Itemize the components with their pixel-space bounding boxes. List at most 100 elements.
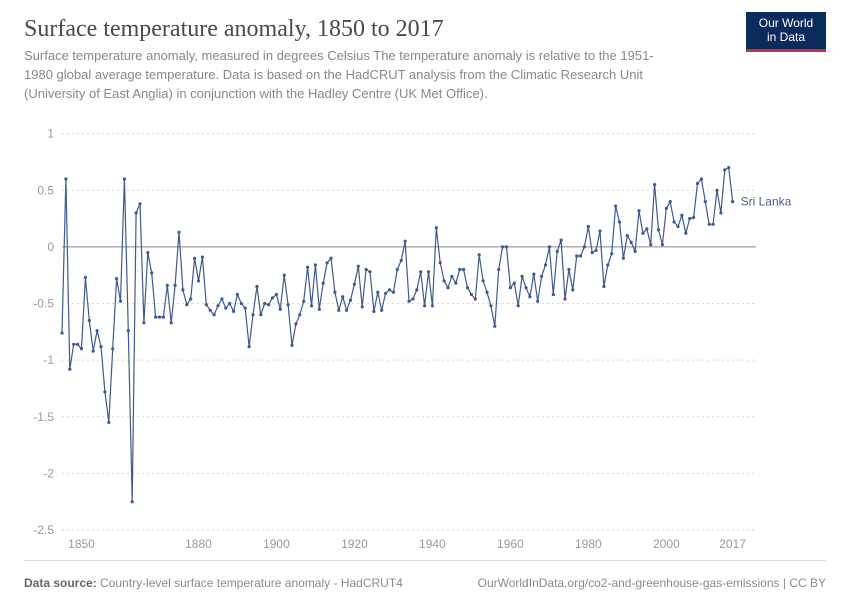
data-point [630,241,633,244]
data-point [719,211,722,214]
data-point [407,300,410,303]
source-label: Data source: [24,576,97,590]
data-point [96,329,99,332]
data-point [563,297,566,300]
chart-area: -2.5-2-1.5-1-0.500.511850188019001920194… [24,120,826,554]
data-point [99,345,102,348]
data-point [365,268,368,271]
data-point [329,257,332,260]
data-point [536,300,539,303]
data-point [263,302,266,305]
data-point [517,304,520,307]
data-point [411,297,414,300]
data-point [731,200,734,203]
chart-title: Surface temperature anomaly, 1850 to 201… [24,16,826,43]
data-point [567,268,570,271]
data-point [205,303,208,306]
data-point [127,329,130,332]
data-point [236,293,239,296]
data-point [556,250,559,253]
data-point [92,350,95,353]
data-point [618,220,621,223]
data-point [450,275,453,278]
data-point [700,177,703,180]
data-point [388,288,391,291]
data-point [443,279,446,282]
data-point [708,223,711,226]
data-point [88,319,91,322]
x-tick-label: 1940 [419,537,446,551]
data-point [368,270,371,273]
data-point [181,288,184,291]
data-point [470,293,473,296]
data-point [228,302,231,305]
data-point [661,243,664,246]
y-tick-label: -1.5 [33,410,54,424]
data-point [587,225,590,228]
data-point [626,234,629,237]
data-point [622,257,625,260]
data-point [509,286,512,289]
y-tick-label: 0.5 [37,183,54,197]
data-point [548,245,551,248]
data-point [213,313,216,316]
data-point [372,310,375,313]
data-point [314,263,317,266]
data-point [575,254,578,257]
data-point [318,308,321,311]
data-point [540,275,543,278]
data-point [462,268,465,271]
line-chart: -2.5-2-1.5-1-0.500.511850188019001920194… [24,120,826,554]
data-point [283,274,286,277]
data-point [146,251,149,254]
data-point [162,316,165,319]
data-point [692,216,695,219]
data-point [333,291,336,294]
data-point [60,331,63,334]
data-point [696,182,699,185]
data-point [478,253,481,256]
data-point [727,166,730,169]
data-point [76,343,79,346]
data-point [197,279,200,282]
data-point [712,223,715,226]
data-point [501,245,504,248]
data-point [497,268,500,271]
data-point [287,303,290,306]
data-point [251,313,254,316]
data-point [560,239,563,242]
data-point [220,297,223,300]
data-point [107,421,110,424]
data-point [72,343,75,346]
data-point [544,263,547,266]
data-point [439,261,442,264]
data-point [271,296,274,299]
data-point [115,277,118,280]
x-tick-label: 1960 [497,537,524,551]
data-point [641,232,644,235]
data-point [415,288,418,291]
data-point [209,309,212,312]
data-point [216,304,219,307]
data-point [493,325,496,328]
data-point [64,177,67,180]
data-point [138,202,141,205]
x-tick-label: 1900 [263,537,290,551]
data-point [474,297,477,300]
y-tick-label: -2 [43,466,54,480]
series-label: Sri Lanka [741,195,792,209]
data-point [275,293,278,296]
data-point [614,205,617,208]
data-point [201,256,204,259]
x-tick-label: 2017 [719,537,746,551]
data-point [482,279,485,282]
data-point [673,220,676,223]
x-tick-label: 1920 [341,537,368,551]
data-point [645,227,648,230]
data-point [255,285,258,288]
data-point [310,304,313,307]
data-point [657,228,660,231]
data-point [68,368,71,371]
data-point [170,321,173,324]
data-point [357,265,360,268]
